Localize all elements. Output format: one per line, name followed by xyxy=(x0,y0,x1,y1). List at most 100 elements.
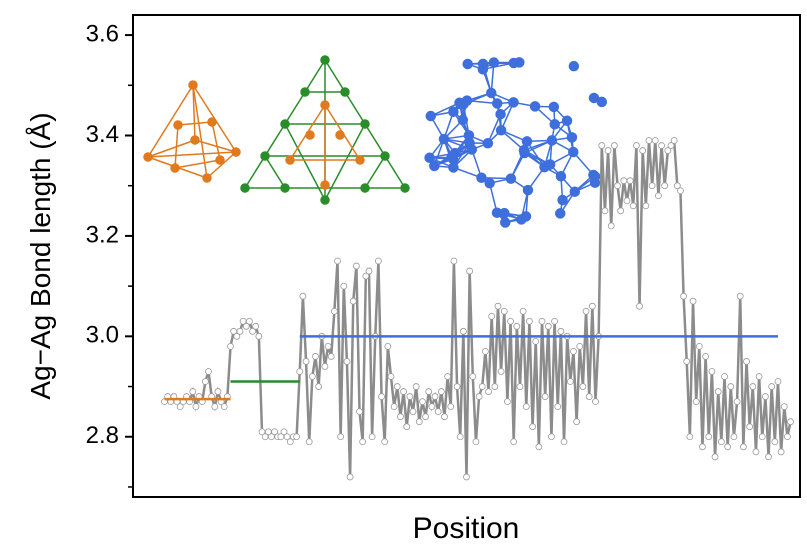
data-point xyxy=(725,444,731,450)
data-point xyxy=(508,318,514,324)
data-point xyxy=(788,419,794,425)
atom xyxy=(570,187,579,196)
data-point xyxy=(479,384,485,390)
data-point xyxy=(350,298,356,304)
atom xyxy=(540,163,549,172)
data-point xyxy=(775,379,781,385)
data-point xyxy=(464,474,470,480)
chart: Ag−Ag Bond length (Å) Position 2.83.03.2… xyxy=(0,0,807,553)
cluster-illustrations xyxy=(144,56,606,227)
data-point xyxy=(690,298,696,304)
data-point xyxy=(256,333,262,339)
data-point xyxy=(335,258,341,264)
data-point xyxy=(621,178,627,184)
data-point xyxy=(718,439,724,445)
data-point xyxy=(744,358,750,364)
data-point xyxy=(602,208,608,214)
atom xyxy=(589,93,598,102)
data-point xyxy=(309,374,315,380)
data-point xyxy=(737,293,743,299)
atom xyxy=(455,98,464,107)
data-point xyxy=(492,384,498,390)
data-point xyxy=(577,343,583,349)
data-point xyxy=(574,419,580,425)
data-point xyxy=(618,208,624,214)
data-point xyxy=(570,348,576,354)
orange-cluster xyxy=(144,81,240,182)
data-point xyxy=(385,343,391,349)
data-point xyxy=(772,439,778,445)
data-point xyxy=(514,323,520,329)
data-point xyxy=(360,439,366,445)
data-point xyxy=(580,384,586,390)
atom xyxy=(500,209,509,218)
data-point xyxy=(753,449,759,455)
data-point xyxy=(542,394,548,400)
data-point xyxy=(316,384,322,390)
atom xyxy=(501,218,510,227)
data-point xyxy=(325,343,331,349)
atom xyxy=(489,58,498,67)
data-point xyxy=(486,389,492,395)
data-point xyxy=(652,138,658,144)
data-point xyxy=(312,353,318,359)
data-point xyxy=(655,193,661,199)
data-point xyxy=(379,394,385,400)
data-point xyxy=(555,404,561,410)
atom xyxy=(487,88,496,97)
data-point xyxy=(489,313,495,319)
atom xyxy=(449,163,458,172)
atom xyxy=(479,59,488,68)
atom xyxy=(439,135,448,144)
data-point xyxy=(294,434,300,440)
data-point xyxy=(470,374,476,380)
data-point xyxy=(504,399,510,405)
data-point xyxy=(407,394,413,400)
data-point xyxy=(303,358,309,364)
data-point xyxy=(693,399,699,405)
data-point xyxy=(784,434,790,440)
data-point xyxy=(781,404,787,410)
data-point xyxy=(448,404,454,410)
y-axis-label: Ag−Ag Bond length (Å) xyxy=(25,112,56,399)
atom xyxy=(463,60,472,69)
atom xyxy=(550,120,559,129)
data-point xyxy=(328,353,334,359)
data-point xyxy=(721,374,727,380)
data-point xyxy=(747,424,753,430)
data-point xyxy=(190,389,196,395)
data-point xyxy=(545,323,551,329)
data-point xyxy=(416,419,422,425)
data-point xyxy=(769,384,775,390)
data-point xyxy=(438,389,444,395)
atom xyxy=(547,136,556,145)
atom xyxy=(558,196,567,205)
page: Ag−Ag Bond length (Å) Position 2.83.03.2… xyxy=(0,0,807,558)
data-point xyxy=(322,363,328,369)
data-point xyxy=(762,394,768,400)
data-line xyxy=(164,141,790,477)
atom xyxy=(506,174,515,183)
atom xyxy=(477,173,486,182)
data-point xyxy=(467,268,473,274)
data-point xyxy=(388,374,394,380)
data-point xyxy=(347,474,353,480)
data-point xyxy=(511,439,517,445)
atom xyxy=(496,110,505,119)
orange-core xyxy=(286,101,364,189)
atom xyxy=(556,172,565,181)
data-point xyxy=(684,358,690,364)
data-point xyxy=(353,263,359,269)
data-point xyxy=(533,338,539,344)
data-point xyxy=(482,348,488,354)
data-point xyxy=(473,439,479,445)
data-point xyxy=(357,409,363,415)
data-point xyxy=(611,143,617,149)
data-point xyxy=(441,414,447,420)
data-point xyxy=(423,414,429,420)
data-point xyxy=(391,404,397,410)
data-point xyxy=(300,293,306,299)
data-point xyxy=(583,308,589,314)
data-point xyxy=(630,203,636,209)
atom xyxy=(426,112,435,121)
